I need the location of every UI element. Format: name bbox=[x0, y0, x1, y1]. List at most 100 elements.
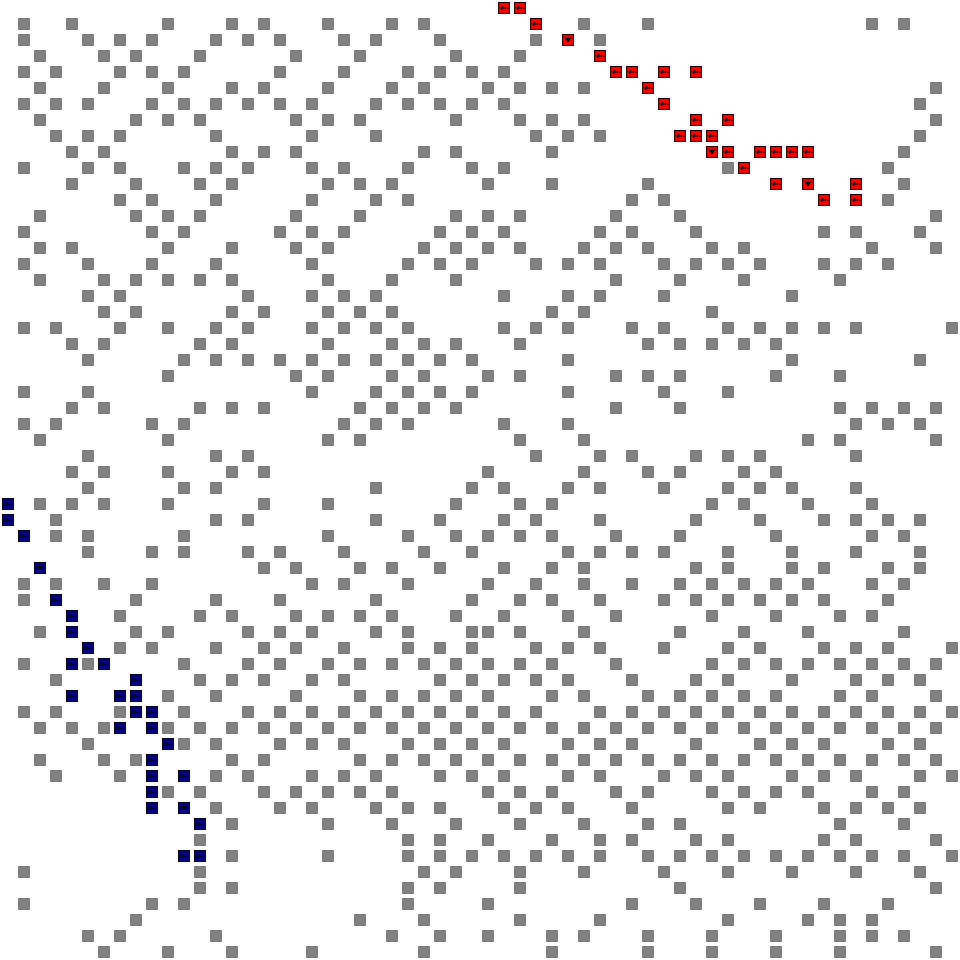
wall-block bbox=[482, 578, 494, 590]
wall-block bbox=[514, 370, 526, 382]
wall-block bbox=[354, 210, 366, 222]
wall-block bbox=[690, 450, 702, 462]
wall-block bbox=[642, 338, 654, 350]
wall-block bbox=[530, 258, 542, 270]
wall-block bbox=[290, 146, 302, 158]
wall-block bbox=[610, 242, 622, 254]
arrow-down-icon bbox=[178, 802, 190, 814]
wall-block bbox=[610, 610, 622, 622]
wall-block bbox=[802, 722, 814, 734]
wall-block bbox=[530, 642, 542, 654]
wall-block bbox=[386, 370, 398, 382]
wall-block bbox=[338, 34, 350, 46]
wall-block bbox=[466, 642, 478, 654]
wall-block bbox=[930, 834, 942, 846]
wall-block bbox=[354, 50, 366, 62]
wall-block bbox=[370, 386, 382, 398]
wall-block bbox=[434, 834, 446, 846]
wall-block bbox=[850, 770, 862, 782]
wall-block bbox=[514, 114, 526, 126]
wall-block bbox=[226, 146, 238, 158]
wall-block bbox=[770, 466, 782, 478]
wall-block bbox=[242, 162, 254, 174]
blue-agent-cell bbox=[2, 514, 14, 526]
wall-block bbox=[546, 530, 558, 542]
blue-agent-cell bbox=[146, 706, 158, 718]
wall-block bbox=[338, 418, 350, 430]
wall-block bbox=[162, 370, 174, 382]
wall-block bbox=[178, 530, 190, 542]
wall-block bbox=[930, 434, 942, 446]
red-agent-cell bbox=[514, 2, 526, 14]
wall-block bbox=[530, 706, 542, 718]
wall-block bbox=[914, 738, 926, 750]
wall-block bbox=[850, 226, 862, 238]
wall-block bbox=[194, 722, 206, 734]
wall-block bbox=[194, 114, 206, 126]
arrow-left-icon bbox=[146, 802, 158, 814]
wall-block bbox=[882, 594, 894, 606]
wall-block bbox=[146, 226, 158, 238]
wall-block bbox=[498, 322, 510, 334]
wall-block bbox=[18, 418, 30, 430]
wall-block bbox=[450, 866, 462, 878]
wall-block bbox=[386, 786, 398, 798]
wall-block bbox=[306, 578, 318, 590]
arrow-left-icon bbox=[194, 850, 206, 862]
wall-block bbox=[658, 770, 670, 782]
blue-agent-cell bbox=[98, 658, 110, 670]
wall-block bbox=[930, 82, 942, 94]
wall-block bbox=[850, 802, 862, 814]
wall-block bbox=[290, 562, 302, 574]
wall-block bbox=[370, 706, 382, 718]
red-agent-cell bbox=[786, 146, 798, 158]
wall-block bbox=[754, 450, 766, 462]
wall-block bbox=[354, 914, 366, 926]
arrow-left-icon bbox=[690, 66, 702, 78]
wall-block bbox=[594, 226, 606, 238]
wall-block bbox=[658, 642, 670, 654]
wall-block bbox=[82, 450, 94, 462]
wall-block bbox=[434, 706, 446, 718]
wall-block bbox=[114, 770, 126, 782]
red-agent-cell bbox=[626, 66, 638, 78]
wall-block bbox=[802, 498, 814, 510]
wall-block bbox=[514, 914, 526, 926]
wall-block bbox=[338, 642, 350, 654]
wall-block bbox=[82, 354, 94, 366]
wall-block bbox=[834, 930, 846, 942]
wall-block bbox=[370, 626, 382, 638]
wall-block bbox=[690, 898, 702, 910]
wall-block bbox=[434, 514, 446, 526]
wall-block bbox=[722, 450, 734, 462]
wall-block bbox=[482, 834, 494, 846]
wall-block bbox=[802, 786, 814, 798]
wall-block bbox=[722, 594, 734, 606]
wall-block bbox=[738, 850, 750, 862]
wall-block bbox=[178, 162, 190, 174]
wall-block bbox=[866, 658, 878, 670]
wall-block bbox=[802, 914, 814, 926]
wall-block bbox=[66, 18, 78, 30]
wall-block bbox=[18, 258, 30, 270]
wall-block bbox=[194, 866, 206, 878]
wall-block bbox=[482, 930, 494, 942]
blue-agent-cell bbox=[82, 642, 94, 654]
wall-block bbox=[210, 738, 222, 750]
wall-block bbox=[930, 658, 942, 670]
blue-agent-cell bbox=[50, 594, 62, 606]
wall-block bbox=[18, 34, 30, 46]
wall-block bbox=[178, 66, 190, 78]
wall-block bbox=[930, 946, 942, 958]
wall-block bbox=[114, 194, 126, 206]
wall-block bbox=[290, 50, 302, 62]
wall-block bbox=[610, 402, 622, 414]
wall-block bbox=[722, 482, 734, 494]
red-agent-cell bbox=[754, 146, 766, 158]
wall-block bbox=[578, 434, 590, 446]
wall-block bbox=[418, 146, 430, 158]
wall-block bbox=[50, 578, 62, 590]
wall-block bbox=[402, 642, 414, 654]
wall-block bbox=[514, 658, 526, 670]
